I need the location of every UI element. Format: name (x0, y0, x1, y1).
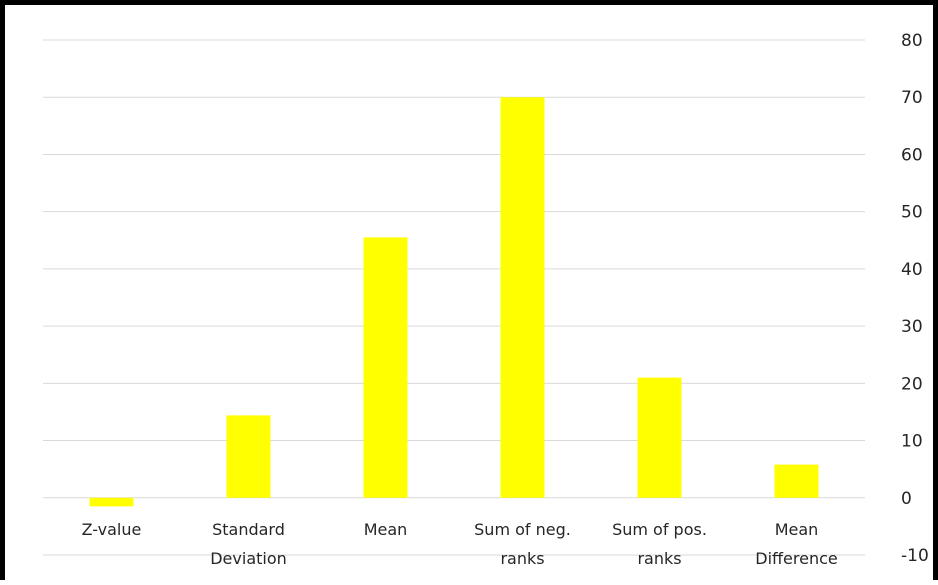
y-tick-label: 80 (901, 31, 923, 51)
y-tick-label: 0 (901, 489, 912, 509)
bar (637, 377, 682, 498)
bar (500, 97, 545, 498)
bar (226, 415, 271, 498)
category-label: Sum of pos. (612, 520, 707, 539)
category-label: Mean (364, 520, 408, 539)
bar-chart: -10 0 10 20 30 40 50 60 70 80 Z-value Standard Devi… (43, 31, 929, 568)
bar (774, 464, 819, 498)
x-axis-labels: Z-value Standard Deviation Mean Sum of neg. r… (82, 520, 838, 568)
category-label: Mean (775, 520, 819, 539)
category-label: Difference (755, 549, 837, 568)
category-label: ranks (637, 549, 681, 568)
y-tick-label: -10 (901, 546, 929, 566)
category-label: Z-value (82, 520, 142, 539)
bars (89, 97, 819, 507)
y-tick-label: 70 (901, 88, 923, 108)
y-tick-label: 20 (901, 374, 923, 394)
y-axis-ticks: -10 0 10 20 30 40 50 60 70 80 (901, 31, 929, 566)
category-label: Deviation (210, 549, 287, 568)
y-tick-label: 60 (901, 145, 923, 165)
y-tick-label: 10 (901, 432, 923, 452)
category-label: Standard (212, 520, 285, 539)
y-tick-label: 50 (901, 203, 923, 223)
gridlines (43, 39, 865, 556)
y-tick-label: 30 (901, 317, 923, 337)
bar (89, 497, 134, 507)
category-label: Sum of neg. (474, 520, 571, 539)
y-tick-label: 40 (901, 260, 923, 280)
category-label: ranks (500, 549, 544, 568)
bar (363, 237, 408, 498)
